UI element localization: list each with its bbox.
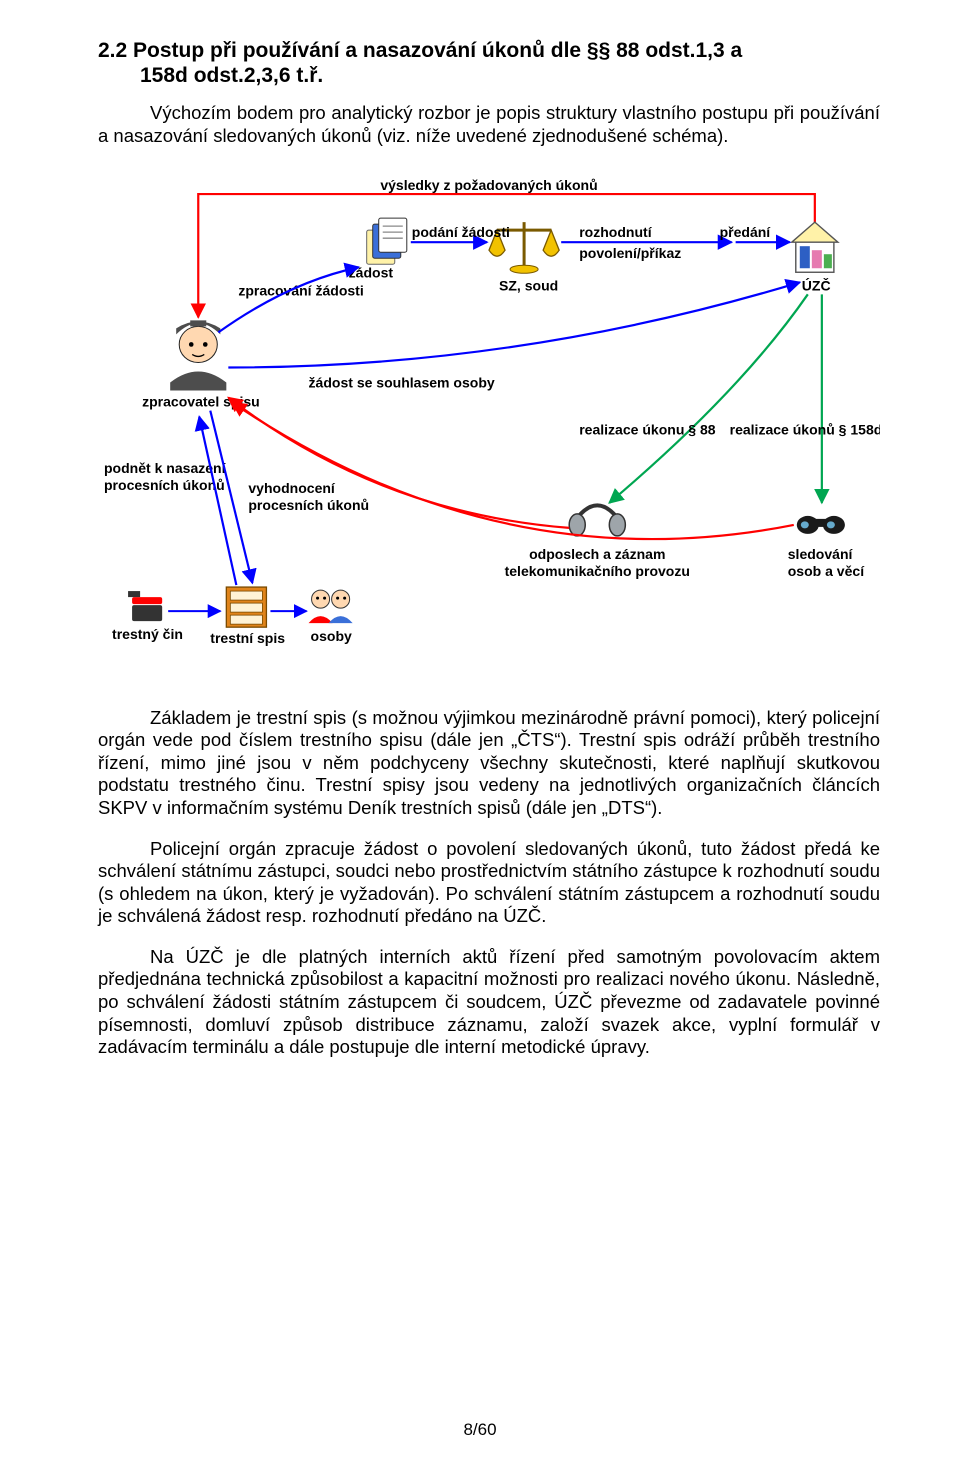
tap-label-1: odposlech a záznam <box>529 545 665 561</box>
surv-label-2: osob a věcí <box>788 563 865 579</box>
binoculars-icon <box>797 515 845 533</box>
page-number: 8/60 <box>0 1420 960 1440</box>
real158-label: realizace úkonů § 158d <box>730 421 880 437</box>
impulse-label-2: procesních úkonů <box>104 476 225 492</box>
heading-line2: 158d odst.2,3,6 t.ř. <box>98 63 880 88</box>
uzc-building-icon <box>792 222 838 272</box>
section-heading: 2.2 Postup při používání a nasazování úk… <box>98 38 880 88</box>
sz-label: SZ, soud <box>499 277 558 293</box>
results-label: výsledky z požadovaných úkonů <box>380 177 597 193</box>
eval-label-1: vyhodnocení <box>248 479 336 495</box>
handover-label: předání <box>720 224 772 240</box>
decision-label-1: rozhodnutí <box>579 224 652 240</box>
crime-label: trestný čin <box>112 626 183 642</box>
heading-line1: 2.2 Postup při používání a nasazování úk… <box>98 39 742 62</box>
intro-paragraph: Výchozím bodem pro analytický rozbor je … <box>98 102 880 147</box>
policeman-icon <box>170 320 226 390</box>
surv-label-1: sledování <box>788 545 854 561</box>
process-diagram: výsledky z požadovaných úkonů žádost zpr… <box>98 172 880 673</box>
to-request-arrow-icon <box>218 267 358 332</box>
file-label: trestní spis <box>210 630 285 646</box>
decision-label-2: povolení/příkaz <box>579 245 681 261</box>
cabinet-icon <box>226 587 266 627</box>
to-tap-arrow-icon <box>609 294 808 503</box>
request-label: žádost <box>349 264 394 280</box>
paragraph-1: Základem je trestní spis (s možnou výjim… <box>98 707 880 820</box>
results-arrow-icon <box>198 194 815 317</box>
persons-icon <box>309 590 353 623</box>
real88-label: realizace úkonu § 88 <box>579 421 716 437</box>
documents-icon <box>367 218 407 264</box>
consent-label: žádost se souhlasem osoby <box>309 374 495 390</box>
eval-label-2: procesních úkonů <box>248 496 369 512</box>
tap-label-2: telekomunikačního provozu <box>505 563 690 579</box>
persons-label: osoby <box>311 628 352 644</box>
uzc-label: ÚZČ <box>802 276 831 293</box>
submit-label: podání žádosti <box>412 224 510 240</box>
paragraph-3: Na ÚZČ je dle platných interních aktů ří… <box>98 946 880 1059</box>
crime-icon <box>128 591 162 621</box>
paragraph-2: Policejní orgán zpracuje žádost o povole… <box>98 838 880 928</box>
headphones-icon <box>569 505 625 536</box>
